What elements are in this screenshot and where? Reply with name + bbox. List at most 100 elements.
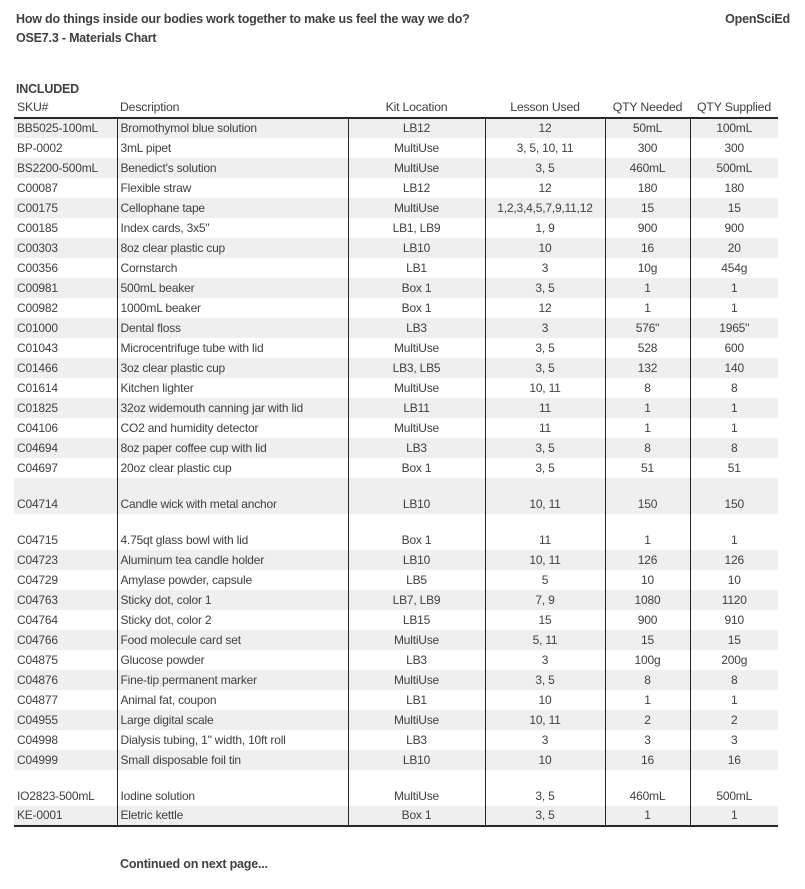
cell-kit-location: MultiUse <box>348 338 486 358</box>
cell-kit-location: LB7, LB9 <box>348 590 486 610</box>
cell-qty-supplied: 20 <box>727 241 741 255</box>
cell-description: 500mL beaker <box>117 278 349 298</box>
cell-kit-location: LB3 <box>348 650 486 670</box>
cell-qty-supplied: 500mL <box>716 161 753 175</box>
cell-sku: C04875 <box>14 650 118 670</box>
cell-lesson-used: 10 <box>485 690 606 710</box>
cell-kit-location: Box 1 <box>348 806 486 827</box>
cell-qty-needed: 15 <box>605 198 691 218</box>
cell-qty-needed: 8 <box>605 378 691 398</box>
cell-qty-supplied: 1 <box>731 421 738 435</box>
cell-lesson-used: 12 <box>485 118 606 138</box>
cell-qty-supplied: 15 <box>727 201 741 215</box>
cell-sku: C04955 <box>14 710 118 730</box>
cell-description: 3mL pipet <box>117 138 349 158</box>
cell-qty-needed: 576" <box>605 318 691 338</box>
cell-qty-supplied: 3 <box>731 733 738 747</box>
cell-description: Kitchen lighter <box>117 378 349 398</box>
table-body: BB5025-100mL Bromothymol blue solution LB1… <box>14 118 778 827</box>
cell-sku: C04998 <box>14 730 118 750</box>
section-label-included: INCLUDED <box>16 82 79 96</box>
cell-lesson-used: 10, 11 <box>485 550 606 570</box>
cell-description: Large digital scale <box>117 710 349 730</box>
table-row: C04723 Aluminum tea candle holder LB10 10, … <box>14 550 778 570</box>
table-row: C04763 Sticky dot, color 1 LB7, LB9 7, 9 108… <box>14 590 778 610</box>
cell-kit-location: LB10 <box>348 550 486 570</box>
cell-lesson-used: 11 <box>485 514 606 550</box>
cell-description: Fine-tip permanent marker <box>117 670 349 690</box>
table-row: C00087 Flexible straw LB12 12 180 180 <box>14 178 778 198</box>
cell-kit-location: MultiUse <box>348 138 486 158</box>
table-row: C04764 Sticky dot, color 2 LB15 15 900 910 <box>14 610 778 630</box>
cell-sku: C04766 <box>14 630 118 650</box>
cell-lesson-used: 3, 5, 10, 11 <box>485 138 606 158</box>
table-row: C01825 32oz widemouth canning jar with li… <box>14 398 778 418</box>
cell-lesson-used: 3, 5 <box>485 458 606 478</box>
cell-lesson-used: 3, 5 <box>485 806 606 827</box>
cell-qty-needed: 900 <box>605 218 691 238</box>
cell-description: Bromothymol blue solution <box>117 118 349 138</box>
table-row: C04876 Fine-tip permanent marker MultiUse 3… <box>14 670 778 690</box>
cell-qty-supplied: 1 <box>731 301 738 315</box>
cell-kit-location: MultiUse <box>348 770 486 806</box>
cell-qty-supplied: 454g <box>721 261 748 275</box>
table-header-row: SKU# Description Kit Location Lesson Use… <box>14 96 778 119</box>
cell-description: Flexible straw <box>117 178 349 198</box>
cell-description: Dialysis tubing, 1" width, 10ft roll <box>117 730 349 750</box>
cell-lesson-used: 5, 11 <box>485 630 606 650</box>
cell-sku: C04723 <box>14 550 118 570</box>
cell-lesson-used: 15 <box>485 610 606 630</box>
cell-qty-needed: 1 <box>605 278 691 298</box>
cell-description: Sticky dot, color 1 <box>117 590 349 610</box>
cell-sku: C04106 <box>14 418 118 438</box>
cell-sku: C04697 <box>14 458 118 478</box>
cell-qty-needed: 1 <box>605 690 691 710</box>
cell-qty-supplied: 180 <box>724 181 745 195</box>
table-row: C04714 Candle wick with metal anchor LB10 1… <box>14 478 778 514</box>
cell-qty-supplied: 2 <box>731 713 738 727</box>
table-row: BP-0002 3mL pipet MultiUse 3, 5, 10, 11 300 3… <box>14 138 778 158</box>
cell-qty-needed: 180 <box>605 178 691 198</box>
cell-kit-location: LB3, LB5 <box>348 358 486 378</box>
cell-kit-location: LB1 <box>348 258 486 278</box>
cell-kit-location: MultiUse <box>348 378 486 398</box>
cell-lesson-used: 3 <box>485 730 606 750</box>
cell-qty-needed: 150 <box>605 478 691 514</box>
cell-qty-needed: 100g <box>605 650 691 670</box>
cell-lesson-used: 10, 11 <box>485 710 606 730</box>
cell-qty-supplied: 100mL <box>716 121 753 135</box>
cell-description: Dental floss <box>117 318 349 338</box>
table-row: C04766 Food molecule card set MultiUse 5, 1… <box>14 630 778 650</box>
cell-lesson-used: 10 <box>485 238 606 258</box>
cell-sku: C04715 <box>14 514 118 550</box>
col-header-qty-needed: QTY Needed <box>605 96 690 119</box>
cell-lesson-used: 10 <box>485 750 606 770</box>
table-row: C01000 Dental floss LB3 3 576" 1965" <box>14 318 778 338</box>
cell-description: Amylase powder, capsule <box>117 570 349 590</box>
cell-kit-location: Box 1 <box>348 458 486 478</box>
cell-sku: C01043 <box>14 338 118 358</box>
cell-sku: C00356 <box>14 258 118 278</box>
cell-qty-supplied: 140 <box>724 361 745 375</box>
cell-description: Food molecule card set <box>117 630 349 650</box>
cell-lesson-used: 3, 5 <box>485 358 606 378</box>
cell-lesson-used: 11 <box>485 398 606 418</box>
cell-qty-supplied: 8 <box>731 673 738 687</box>
table-row: C00982 1000mL beaker Box 1 12 1 1 <box>14 298 778 318</box>
cell-lesson-used: 3, 5 <box>485 670 606 690</box>
cell-kit-location: MultiUse <box>348 630 486 650</box>
cell-kit-location: MultiUse <box>348 158 486 178</box>
cell-qty-supplied: 8 <box>731 441 738 455</box>
cell-kit-location: MultiUse <box>348 710 486 730</box>
cell-lesson-used: 3 <box>485 650 606 670</box>
cell-kit-location: LB10 <box>348 478 486 514</box>
cell-description: 32oz widemouth canning jar with lid <box>117 398 349 418</box>
cell-kit-location: MultiUse <box>348 670 486 690</box>
cell-description: 20oz clear plastic cup <box>117 458 349 478</box>
cell-kit-location: MultiUse <box>348 418 486 438</box>
page-title: How do things inside our bodies work tog… <box>16 12 470 26</box>
cell-sku: BP-0002 <box>14 138 118 158</box>
cell-kit-location: LB3 <box>348 730 486 750</box>
